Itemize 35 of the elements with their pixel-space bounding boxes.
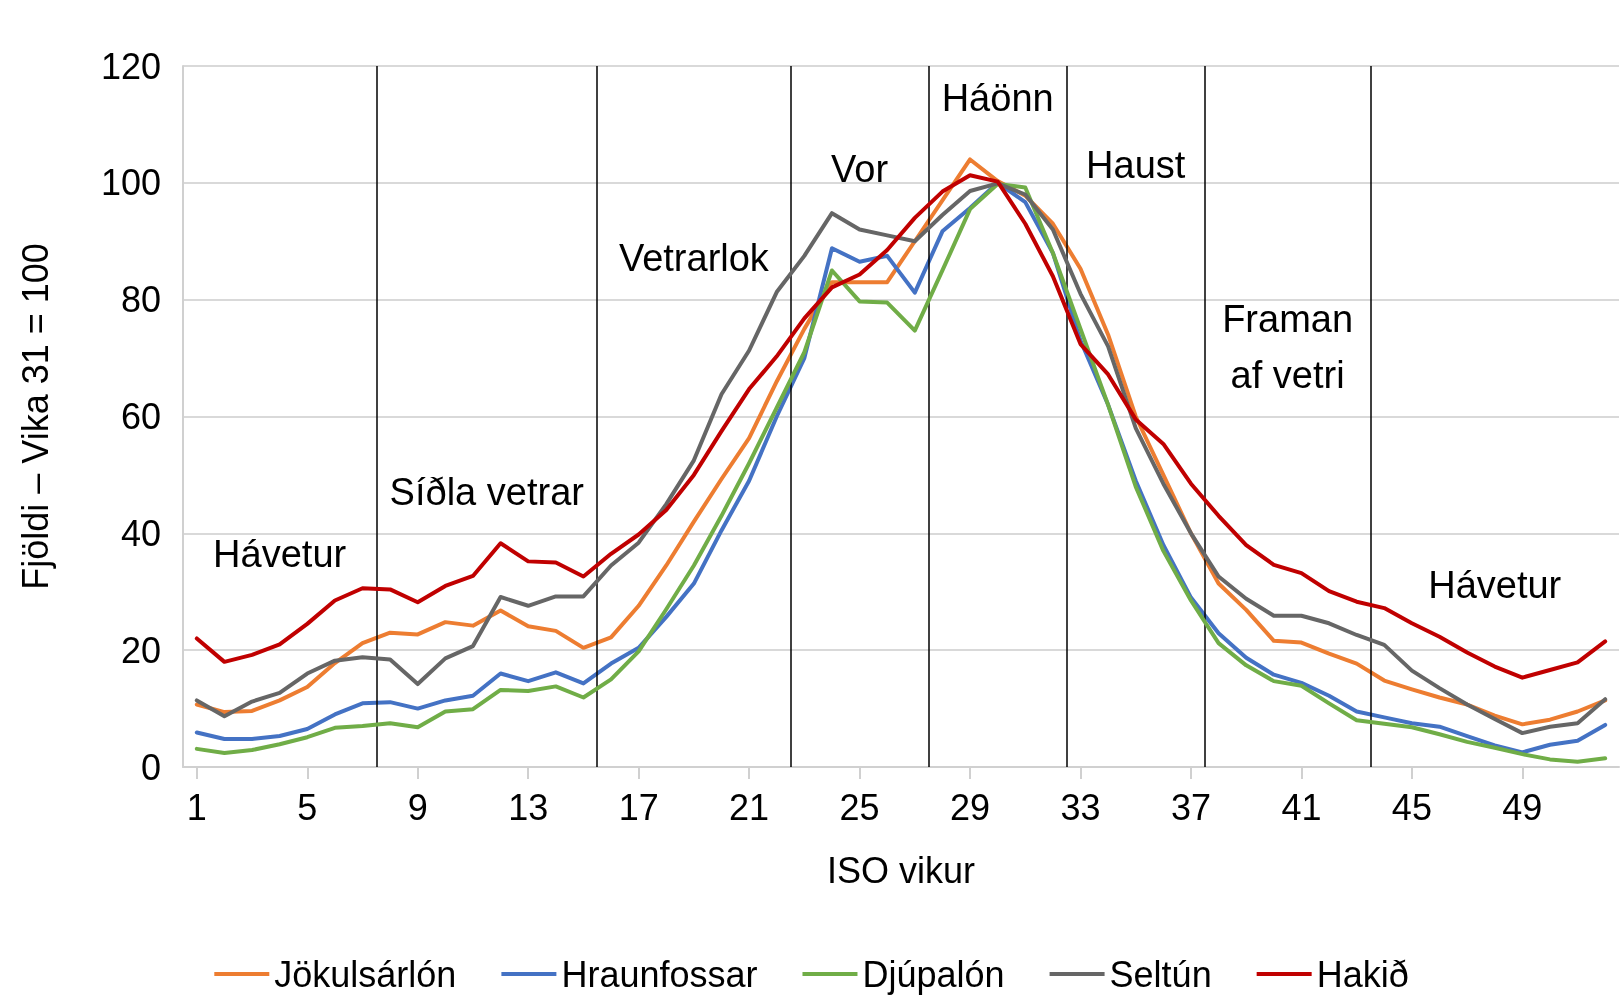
y-tick-label: 40 <box>120 512 161 554</box>
y-tick-label: 60 <box>120 396 161 437</box>
x-axis-title: ISO vikur <box>826 849 976 891</box>
x-tick-label: 45 <box>1391 786 1432 828</box>
legend-label: Djúpalón <box>862 953 1005 995</box>
y-tick-label: 80 <box>120 279 161 321</box>
x-tick-label: 29 <box>950 786 991 828</box>
annotation: Hávetur <box>213 533 347 575</box>
annotation: Vetrarlok <box>618 237 770 279</box>
annotation: Síðla vetrar <box>389 471 585 513</box>
annotation: Háönn <box>941 77 1054 119</box>
x-tick-label: 13 <box>508 786 549 828</box>
y-tick-label: 100 <box>100 162 161 204</box>
x-tick-label: 33 <box>1060 786 1101 828</box>
legend-label: Hakið <box>1316 953 1409 995</box>
x-tick-label: 5 <box>297 786 318 828</box>
annotation: Framan af vetri <box>1222 298 1354 396</box>
y-tick-label: 120 <box>100 45 161 87</box>
x-tick-label: 17 <box>618 786 659 828</box>
y-axis-title: Fjöldi – Vika 31 = 100 <box>14 243 56 590</box>
x-tick-label: 9 <box>407 786 428 828</box>
y-tick-label: 0 <box>140 746 161 788</box>
annotation: Haust <box>1086 144 1186 186</box>
annotation: Vor <box>831 148 889 190</box>
x-tick-label: 21 <box>729 786 770 828</box>
x-tick-label: 1 <box>186 786 207 828</box>
x-tick-label: 37 <box>1170 786 1211 828</box>
x-tick-label: 41 <box>1281 786 1322 828</box>
legend-label: Jökulsárlón <box>274 953 457 995</box>
legend-label: Hraunfossar <box>561 953 758 995</box>
x-tick-label: 25 <box>839 786 880 828</box>
x-tick-label: 49 <box>1502 786 1543 828</box>
annotation: Hávetur <box>1428 564 1562 606</box>
y-tick-label: 20 <box>120 629 161 671</box>
legend-label: Seltún <box>1109 953 1212 995</box>
